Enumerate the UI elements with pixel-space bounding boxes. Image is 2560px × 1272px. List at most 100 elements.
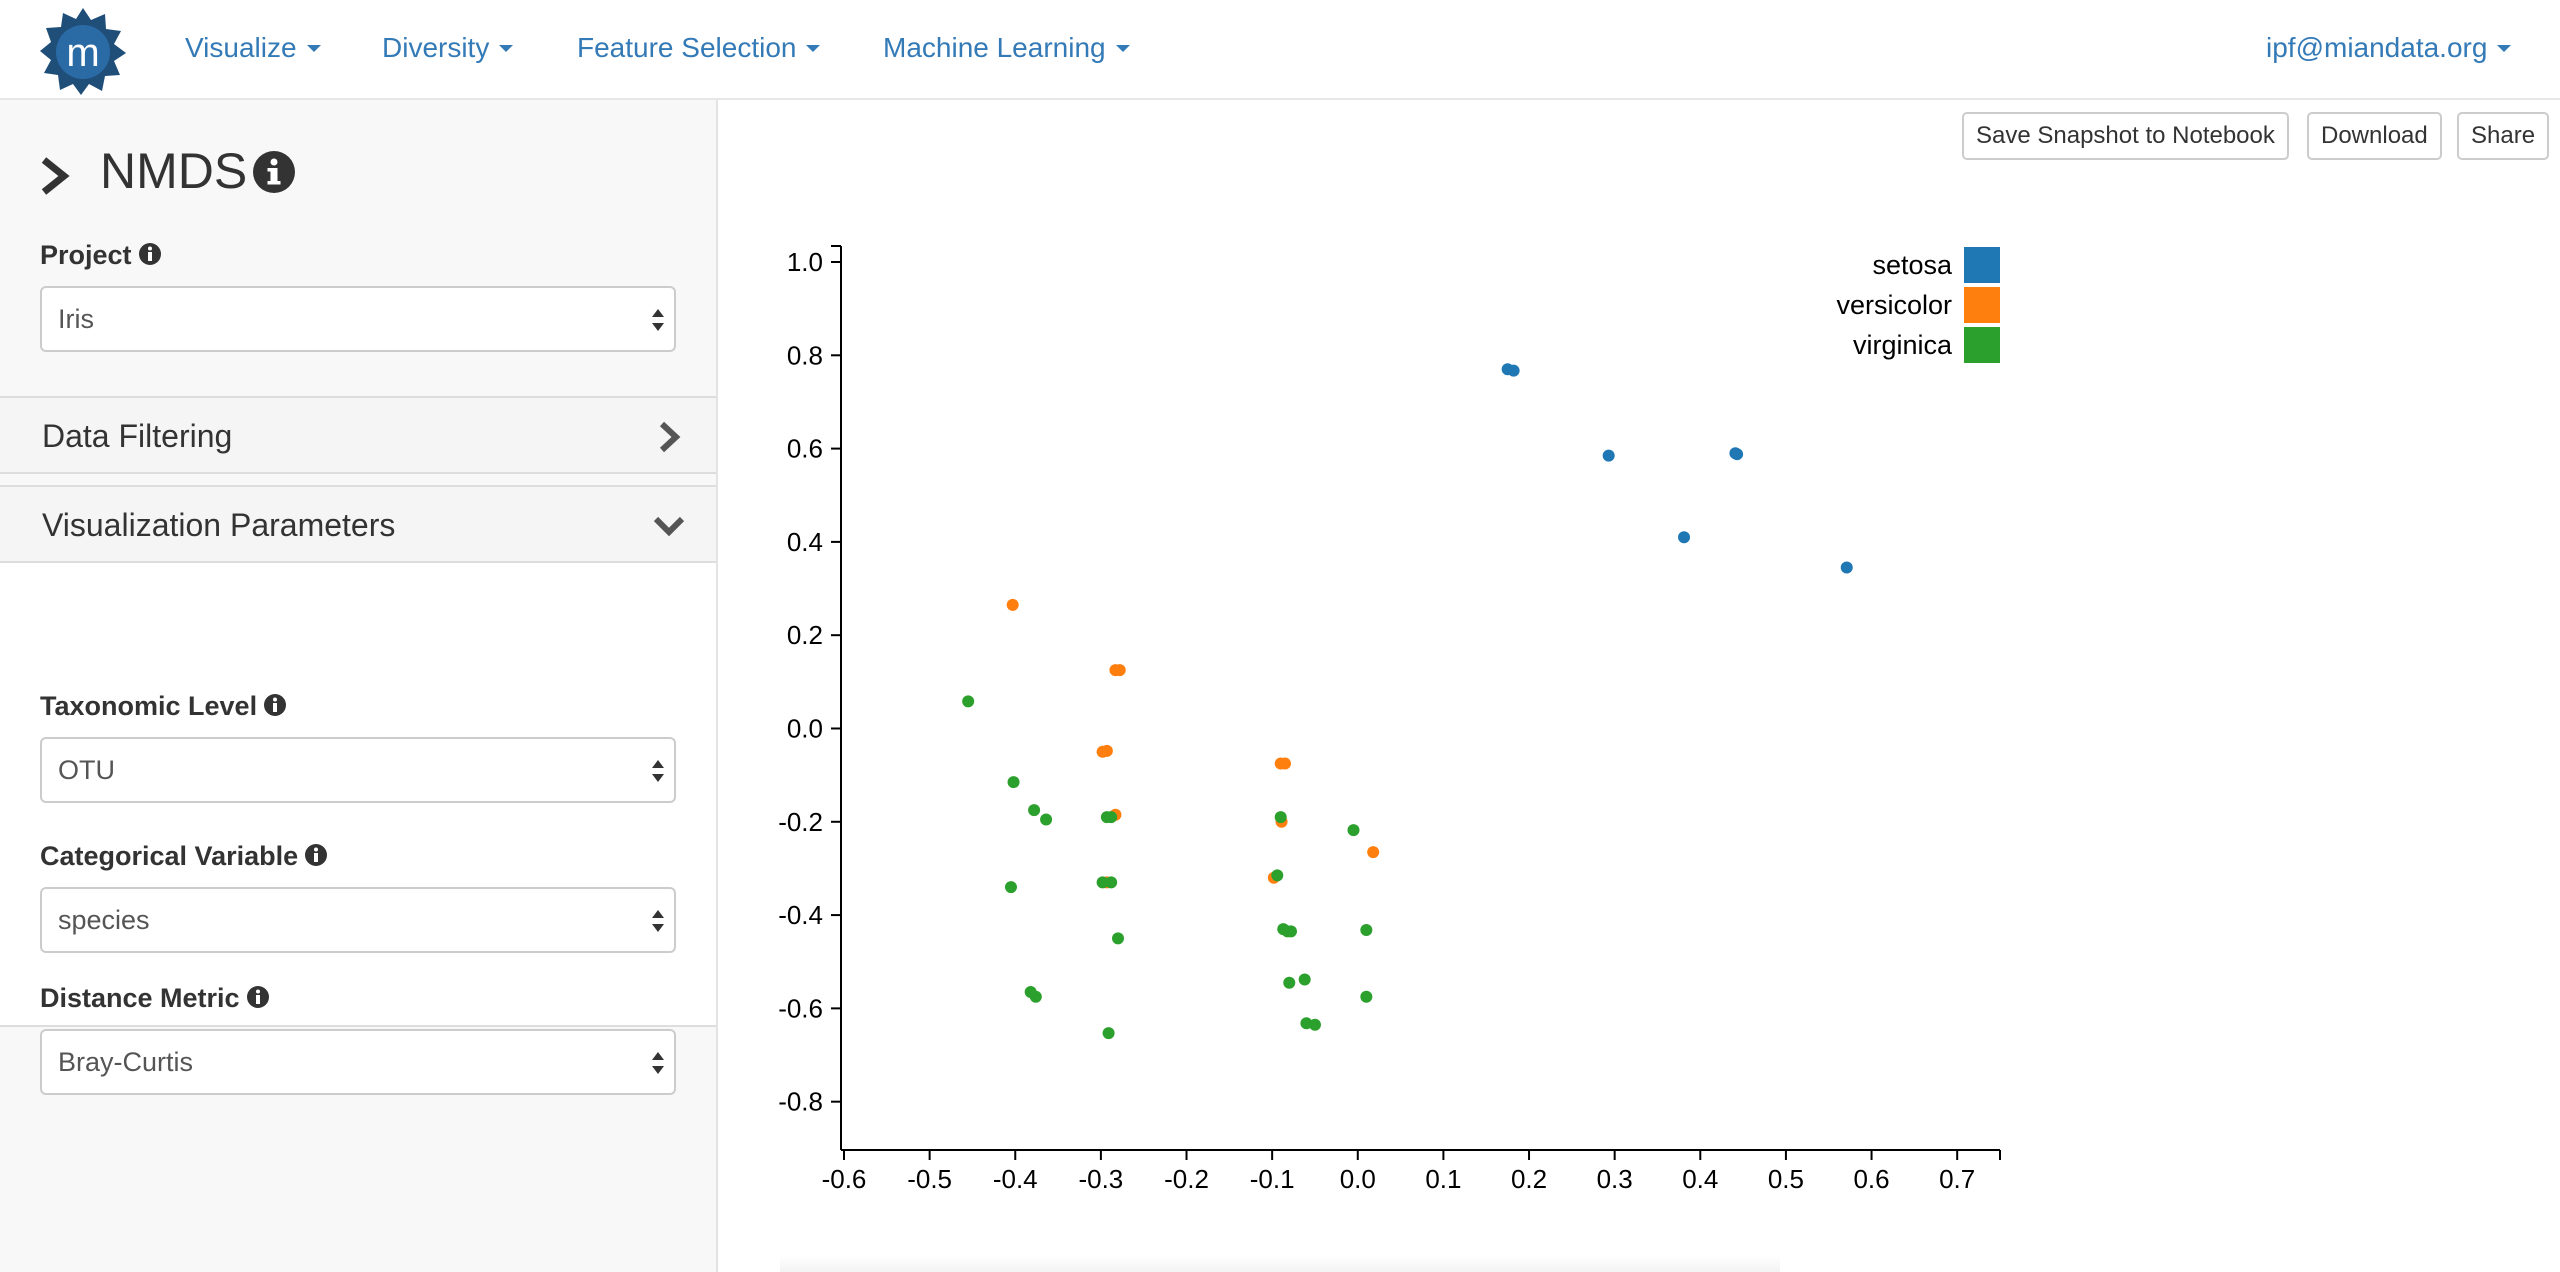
data-point-versicolor	[1100, 744, 1113, 757]
x-tick-label: -0.2	[1164, 1164, 1209, 1194]
data-point-virginica	[1274, 811, 1287, 824]
y-tick-label: 0.8	[787, 340, 823, 370]
scroll-shadow	[780, 1256, 1780, 1272]
caret-down-icon	[499, 45, 514, 52]
user-account-menu[interactable]: ipf@miandata.org	[2266, 32, 2512, 64]
data-point-setosa	[1678, 531, 1691, 544]
distance-metric-select[interactable]: Bray-Curtis	[40, 1029, 676, 1095]
x-tick-label: 0.3	[1597, 1164, 1633, 1194]
categorical-variable-label: Categorical Variable	[40, 841, 328, 872]
data-point-virginica	[1040, 813, 1053, 826]
data-point-versicolor	[1367, 846, 1380, 859]
visualization-parameters-panel-body: Taxonomic Level OTU Categorical Variable…	[0, 563, 716, 1095]
caret-down-icon	[806, 45, 821, 52]
top-navbar: m Visualize Diversity Feature Selection …	[0, 0, 2560, 100]
chevron-down-icon	[653, 516, 685, 537]
x-tick-label: -0.1	[1250, 1164, 1295, 1194]
distance-metric-label: Distance Metric	[40, 983, 270, 1014]
data-point-versicolor	[1274, 757, 1287, 770]
taxonomic-level-label: Taxonomic Level	[40, 691, 287, 722]
data-point-setosa	[1840, 561, 1853, 574]
info-icon[interactable]	[252, 150, 296, 194]
project-label: Project	[40, 240, 162, 271]
taxonomic-level-select[interactable]: OTU	[40, 737, 676, 803]
caret-down-icon	[1115, 45, 1130, 52]
select-arrows-icon	[652, 1052, 664, 1074]
nmds-scatter-plot: 1.0 0.8 0.6 0.4 0.2 0.0 -0.2 -0.4 -0.6 -0.8 -0.6 -0…	[778, 245, 2001, 1194]
data-point-virginica	[1105, 811, 1118, 824]
caret-down-icon	[2497, 45, 2512, 52]
info-icon[interactable]	[263, 693, 287, 717]
save-snapshot-button[interactable]: Save Snapshot to Notebook	[1962, 112, 2289, 160]
data-filtering-panel-header[interactable]: Data Filtering	[0, 396, 716, 474]
y-tick-label: -0.6	[778, 993, 823, 1023]
chevron-right-icon	[659, 421, 681, 453]
data-point-virginica	[1281, 925, 1294, 938]
data-point-virginica	[1096, 876, 1109, 889]
x-tick-label: 0.1	[1425, 1164, 1461, 1194]
download-button[interactable]: Download	[2307, 112, 2442, 160]
legend-label-setosa: setosa	[1872, 250, 1953, 280]
nav-diversity-menu[interactable]: Diversity	[382, 32, 514, 64]
data-point-versicolor	[1006, 598, 1019, 611]
data-point-virginica	[1271, 869, 1284, 882]
x-tick-label: 0.6	[1853, 1164, 1889, 1194]
visualization-parameters-title: Visualization Parameters	[42, 507, 396, 543]
x-tick-label: 0.4	[1682, 1164, 1718, 1194]
data-point-virginica	[1004, 881, 1017, 894]
visualization-parameters-panel-header[interactable]: Visualization Parameters	[0, 485, 716, 563]
x-tick-label: -0.4	[993, 1164, 1038, 1194]
data-point-virginica	[1112, 932, 1125, 945]
legend-swatch-virginica	[1964, 327, 2000, 363]
x-tick-label: 0.2	[1511, 1164, 1547, 1194]
select-arrows-icon	[652, 309, 664, 331]
x-tick-label: -0.5	[907, 1164, 952, 1194]
nav-machine-learning-menu[interactable]: Machine Learning	[883, 32, 1130, 64]
data-filtering-title: Data Filtering	[42, 418, 233, 454]
y-tick-label: -0.2	[778, 807, 823, 837]
select-arrows-icon	[652, 760, 664, 782]
y-tick-label: -0.4	[778, 900, 823, 930]
share-button[interactable]: Share	[2457, 112, 2550, 160]
data-point-setosa	[1507, 364, 1520, 377]
x-tick-label: 0.0	[1340, 1164, 1376, 1194]
data-point-virginica	[962, 695, 975, 708]
data-point-setosa	[1602, 449, 1615, 462]
page-title: NMDS	[100, 143, 248, 199]
y-tick-label: 1.0	[787, 247, 823, 277]
data-point-virginica	[1029, 990, 1042, 1003]
legend-swatch-setosa	[1964, 247, 2000, 283]
data-point-virginica	[1308, 1018, 1321, 1031]
data-point-virginica	[1102, 1027, 1115, 1040]
logo-letter: m	[66, 31, 99, 75]
y-tick-label: -0.8	[778, 1087, 823, 1117]
nav-feature-selection-menu[interactable]: Feature Selection	[577, 32, 821, 64]
info-icon[interactable]	[304, 843, 328, 867]
x-tick-label: -0.6	[822, 1164, 867, 1194]
legend-label-versicolor: versicolor	[1836, 290, 1952, 320]
info-icon[interactable]	[138, 242, 162, 266]
y-tick-label: 0.0	[787, 713, 823, 743]
legend-label-virginica: virginica	[1853, 330, 1953, 360]
caret-down-icon	[306, 45, 321, 52]
data-point-virginica	[1360, 924, 1373, 937]
y-tick-label: 0.4	[787, 527, 823, 557]
data-point-virginica	[1360, 990, 1373, 1003]
categorical-variable-select[interactable]: species	[40, 887, 676, 953]
project-select[interactable]: Iris	[40, 286, 676, 352]
data-point-virginica	[1028, 804, 1041, 817]
info-icon[interactable]	[246, 985, 270, 1009]
chevron-right-icon[interactable]	[38, 156, 72, 196]
mian-logo[interactable]: m	[38, 6, 128, 96]
x-tick-label: 0.7	[1939, 1164, 1975, 1194]
sidebar: NMDS Project Iris Data Filtering Visuali…	[0, 100, 718, 1272]
data-point-virginica	[1007, 776, 1020, 789]
y-tick-label: 0.6	[787, 434, 823, 464]
nav-visualize-menu[interactable]: Visualize	[185, 32, 321, 64]
x-tick-label: -0.3	[1078, 1164, 1123, 1194]
data-point-virginica	[1347, 824, 1360, 837]
data-point-virginica	[1283, 976, 1296, 989]
data-point-virginica	[1298, 973, 1311, 986]
legend-swatch-versicolor	[1964, 287, 2000, 323]
x-tick-label: 0.5	[1768, 1164, 1804, 1194]
